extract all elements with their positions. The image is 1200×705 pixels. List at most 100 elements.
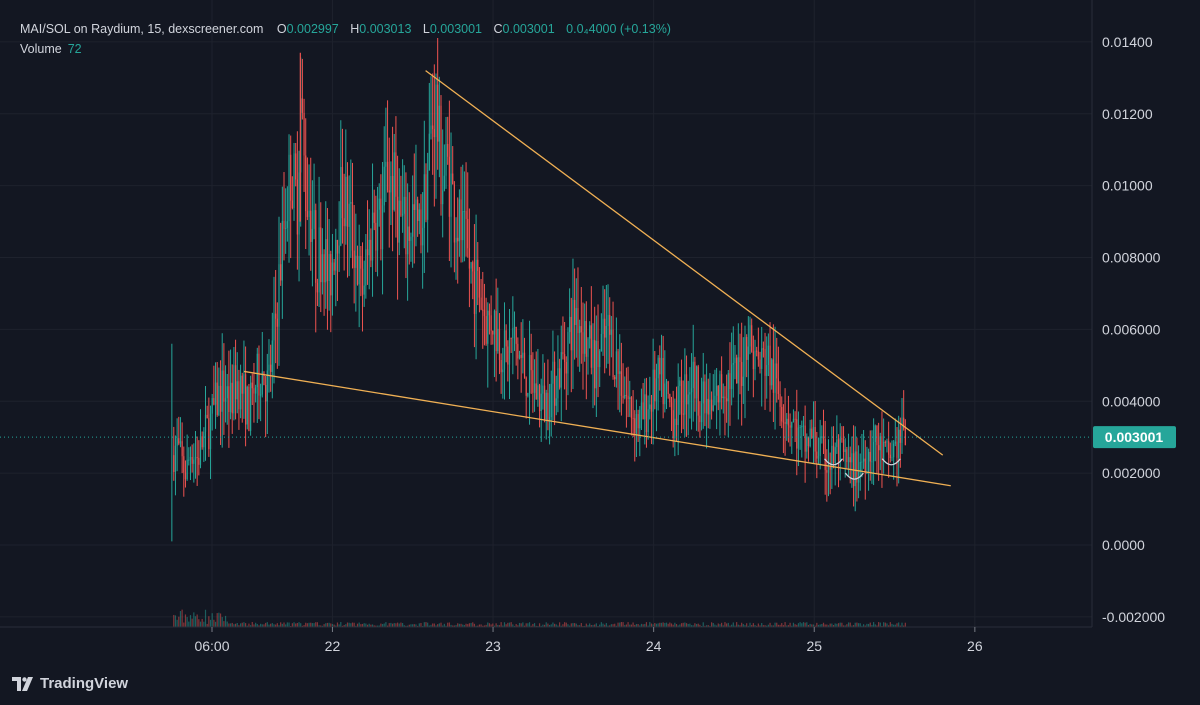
volume-bar: [310, 622, 312, 627]
candle-body: [276, 318, 278, 327]
candle-body: [527, 393, 529, 396]
y-tick-label: 0.01000: [1102, 178, 1153, 194]
candle-body: [597, 340, 599, 368]
candle-body: [574, 299, 576, 326]
candle-body: [303, 112, 305, 156]
volume-bar: [465, 623, 467, 627]
volume-bar: [744, 625, 746, 627]
volume-bar: [179, 611, 182, 627]
volume-bar: [467, 624, 469, 627]
candle-body: [550, 383, 552, 418]
candle-body: [420, 209, 422, 246]
price-axis[interactable]: 0.01400 0.01200 0.01000 0.008000 0.006000 0.0…: [0, 0, 1176, 627]
candle-body: [238, 381, 240, 410]
volume-bar: [584, 625, 586, 627]
volume-bar: [341, 625, 344, 627]
candle-body: [360, 256, 362, 269]
candle-body: [702, 381, 704, 404]
volume-bar: [864, 625, 866, 627]
volume-bar: [214, 621, 217, 627]
candle-body: [418, 209, 420, 222]
volume-bar: [346, 622, 349, 627]
volume-bar: [684, 622, 686, 627]
candle-body: [258, 353, 260, 396]
candle-body: [376, 209, 379, 251]
candle-body: [884, 441, 886, 443]
volume-bar: [500, 622, 502, 627]
volume-bar: [834, 623, 836, 627]
volume-bar: [542, 624, 544, 627]
candle-body: [174, 445, 177, 472]
candle-body: [458, 199, 460, 242]
volume-bar: [492, 623, 494, 627]
volume-bar: [560, 625, 562, 627]
volume-bar: [480, 624, 482, 627]
volume-bar: [452, 625, 454, 627]
volume-bar: [174, 615, 177, 627]
candle-body: [285, 227, 287, 229]
candle-body: [842, 439, 845, 453]
candle-body: [363, 285, 365, 295]
volume-bar: [816, 622, 818, 627]
candle-body: [315, 210, 317, 283]
close-label: C: [493, 22, 503, 36]
volume-bar: [672, 624, 674, 627]
volume-bar: [674, 622, 676, 627]
volume-bar: [333, 624, 335, 627]
candle-body: [731, 364, 733, 389]
candle-body: [213, 398, 215, 405]
volume-bar: [898, 622, 900, 627]
candle-body: [226, 386, 228, 399]
volume-bar: [766, 625, 768, 627]
volume-bar: [692, 625, 694, 627]
tradingview-logo-icon: [12, 676, 33, 691]
volume-bar: [769, 622, 771, 627]
volume-bar: [368, 623, 370, 627]
volume-bar: [635, 623, 638, 627]
candle-body: [201, 436, 203, 448]
candle-body: [208, 418, 210, 450]
volume-bar: [178, 616, 180, 627]
candle-body: [904, 428, 906, 446]
volume-bar: [904, 622, 906, 627]
candle-body: [847, 457, 850, 463]
candle-body: [632, 417, 634, 419]
volume-bar: [276, 623, 278, 627]
candle-body: [395, 152, 397, 197]
candle-body: [500, 359, 502, 373]
volume-bar: [776, 622, 778, 627]
candle-body: [809, 428, 811, 447]
volume-bar: [824, 624, 826, 627]
volume-bar: [321, 625, 324, 627]
candle-body: [417, 199, 419, 222]
volume-bar: [891, 623, 893, 627]
support-arc: [844, 472, 864, 480]
support-arc: [824, 458, 844, 466]
candle-body: [189, 456, 192, 460]
candle-body: [787, 418, 790, 426]
candle-body: [634, 418, 636, 434]
tradingview-logo[interactable]: TradingView: [12, 675, 128, 692]
volume-bar: [462, 624, 464, 627]
time-axis[interactable]: 06:00 22 23 24 25 26: [0, 626, 1092, 654]
volume-bar: [565, 622, 567, 627]
volume-bar: [604, 624, 606, 627]
candle-body: [310, 210, 312, 242]
candle-body: [425, 174, 427, 220]
candle-body: [463, 211, 465, 213]
candle-body: [754, 350, 756, 370]
candle-body: [886, 441, 888, 443]
volume-bar: [562, 624, 564, 627]
candle-body: [607, 314, 609, 326]
volume-bar: [268, 624, 270, 627]
candle-body: [336, 239, 339, 254]
volume-bar: [767, 624, 769, 627]
candle-body: [834, 447, 836, 464]
candle-body: [861, 461, 863, 463]
low-value: 0.003001: [429, 22, 482, 36]
volume-bar: [315, 622, 317, 627]
volume-bar: [293, 622, 295, 627]
candle-body: [517, 343, 519, 359]
candle-body: [306, 211, 308, 217]
